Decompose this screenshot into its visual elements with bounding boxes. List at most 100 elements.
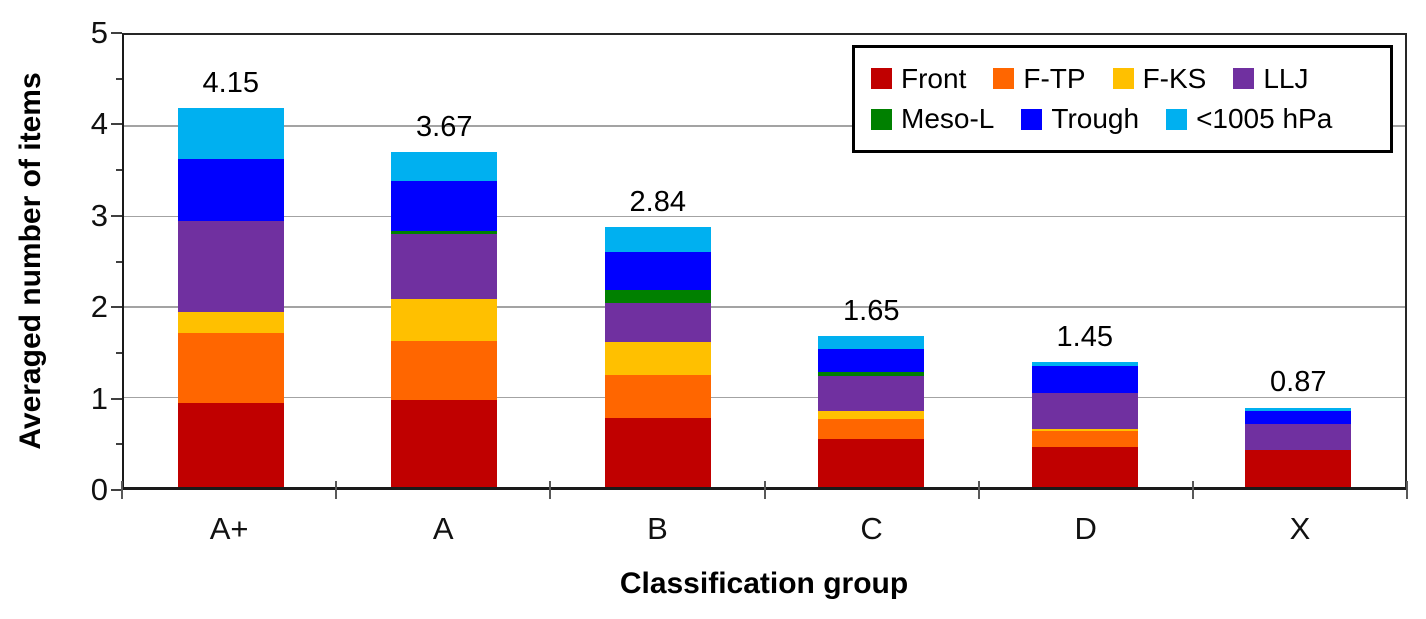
bar-segment-front bbox=[391, 400, 498, 487]
y-tick-label-2: 2 bbox=[90, 289, 108, 325]
legend-label-front: Front bbox=[901, 62, 967, 94]
bar-segment-f-tp bbox=[177, 332, 284, 403]
x-tick-label-d: D bbox=[1074, 511, 1097, 546]
bar-segment-front bbox=[177, 402, 284, 487]
legend-label-llj: LLJ bbox=[1263, 62, 1309, 94]
bar-segment-llj bbox=[1031, 392, 1138, 430]
bar-segment-front bbox=[818, 438, 925, 487]
y-minor-tick-0.5 bbox=[116, 443, 122, 446]
bar-segment-1005-hpa bbox=[391, 151, 498, 181]
legend-item-llj: LLJ bbox=[1233, 62, 1309, 94]
legend-label-trough: Trough bbox=[1051, 103, 1140, 135]
legend-item-trough: Trough bbox=[1021, 105, 1139, 133]
y-major-tick-3 bbox=[111, 214, 122, 217]
bar-total-label-c: 1.65 bbox=[843, 295, 900, 328]
legend-label-f-ks: F-KS bbox=[1142, 62, 1207, 94]
x-tick-5 bbox=[1191, 481, 1194, 499]
bar-segment-f-ks bbox=[604, 341, 711, 375]
bar-total-label-b: 2.84 bbox=[629, 186, 686, 219]
bar-segment-f-ks bbox=[818, 411, 925, 420]
bar-segment-f-ks bbox=[1031, 429, 1138, 432]
legend-item-f-tp: F-TP bbox=[993, 62, 1086, 94]
bar-segment-llj bbox=[391, 233, 498, 299]
legend-item-1005-hpa: <1005 hPa bbox=[1166, 105, 1332, 133]
bar-segment-front bbox=[1245, 449, 1352, 487]
bars-area: 4.15 3.67 2.84 1.65 1.45 0.87 bbox=[124, 35, 1405, 487]
x-tick-label-b: B bbox=[647, 511, 668, 546]
bar-segment-meso-l bbox=[604, 289, 711, 304]
bar-column-a: 4.15 bbox=[124, 35, 338, 487]
bar-segment-trough bbox=[818, 349, 925, 372]
bar-segment-1005-hpa bbox=[1245, 407, 1352, 412]
gridline-y3 bbox=[124, 215, 1405, 218]
bar-segment-trough bbox=[1031, 365, 1138, 393]
y-major-tick-4 bbox=[111, 123, 122, 126]
legend-label-meso-l: Meso-L bbox=[901, 103, 995, 135]
bar-d bbox=[1031, 361, 1138, 487]
bar-x bbox=[1245, 407, 1352, 487]
bar-c bbox=[818, 336, 925, 487]
bar-a bbox=[177, 107, 284, 487]
bar-segment-trough bbox=[604, 252, 711, 290]
bar-segment-1005-hpa bbox=[604, 227, 711, 253]
bar-total-label-d: 1.45 bbox=[1056, 320, 1113, 353]
legend: Front F-TP F-KS LLJ Meso-L Trough <1005 hPa bbox=[852, 45, 1393, 153]
y-minor-tick-1.5 bbox=[116, 351, 122, 354]
y-tick-label-0: 0 bbox=[90, 471, 108, 507]
bar-segment-meso-l bbox=[818, 371, 925, 376]
bar-column-x: 0.87 bbox=[1192, 35, 1406, 487]
legend-item-f-ks: F-KS bbox=[1112, 62, 1207, 94]
x-tick-label-c: C bbox=[860, 511, 883, 546]
y-major-tick-1 bbox=[111, 397, 122, 400]
bar-segment-f-ks bbox=[177, 312, 284, 333]
bar-segment-trough bbox=[391, 180, 498, 232]
bar-segment-f-tp bbox=[604, 374, 711, 419]
bar-segment-llj bbox=[818, 375, 925, 412]
legend-swatch-meso-l bbox=[871, 108, 892, 130]
x-tick-label-a: A+ bbox=[209, 511, 249, 546]
bar-segment-meso-l bbox=[391, 231, 498, 234]
y-major-tick-2 bbox=[111, 306, 122, 309]
legend-item-front: Front bbox=[871, 62, 967, 94]
bar-a bbox=[391, 151, 498, 487]
x-tick-0 bbox=[121, 481, 123, 499]
legend-label-1005-hpa: <1005 hPa bbox=[1196, 103, 1333, 135]
legend-item-meso-l: Meso-L bbox=[871, 105, 994, 133]
bar-segment-1005-hpa bbox=[1031, 361, 1138, 366]
gridline-y2 bbox=[124, 306, 1405, 308]
legend-swatch-llj bbox=[1233, 68, 1255, 90]
y-major-tick-5 bbox=[111, 32, 122, 34]
bar-segment-trough bbox=[1245, 411, 1352, 424]
x-tick-6 bbox=[1406, 481, 1408, 499]
x-tick-1 bbox=[335, 481, 338, 499]
legend-label-f-tp: F-TP bbox=[1023, 62, 1086, 94]
legend-swatch-f-tp bbox=[993, 68, 1015, 90]
x-tick-label-a: A bbox=[432, 511, 454, 546]
bar-total-label-a: 3.67 bbox=[416, 110, 473, 143]
x-tick-3 bbox=[763, 481, 766, 499]
bar-b bbox=[604, 227, 711, 487]
y-minor-tick-2.5 bbox=[116, 260, 122, 263]
y-tick-label-3: 3 bbox=[90, 197, 108, 233]
bar-segment-llj bbox=[177, 221, 284, 313]
bar-segment-front bbox=[1031, 446, 1138, 487]
bar-column-d: 1.45 bbox=[978, 35, 1192, 487]
bar-segment-1005-hpa bbox=[177, 107, 284, 159]
legend-swatch-f-ks bbox=[1112, 68, 1134, 90]
gridline-y4 bbox=[124, 125, 1405, 127]
y-minor-tick-3.5 bbox=[116, 169, 122, 172]
bar-segment-f-tp bbox=[391, 340, 498, 401]
bar-segment-llj bbox=[604, 303, 711, 342]
y-minor-tick-4.5 bbox=[116, 77, 122, 80]
bar-segment-f-tp bbox=[1031, 431, 1138, 447]
bar-segment-front bbox=[604, 418, 711, 487]
y-tick-label-1: 1 bbox=[90, 380, 108, 416]
bar-segment-f-ks bbox=[391, 298, 498, 341]
legend-row-1: Front F-TP F-KS LLJ bbox=[871, 62, 1374, 94]
bar-segment-f-tp bbox=[818, 419, 925, 439]
legend-swatch-trough bbox=[1021, 108, 1043, 130]
legend-swatch-1005-hpa bbox=[1166, 108, 1188, 130]
y-tick-label-5: 5 bbox=[90, 14, 108, 50]
bar-segment-1005-hpa bbox=[818, 336, 925, 350]
y-major-tick-0 bbox=[111, 489, 122, 491]
